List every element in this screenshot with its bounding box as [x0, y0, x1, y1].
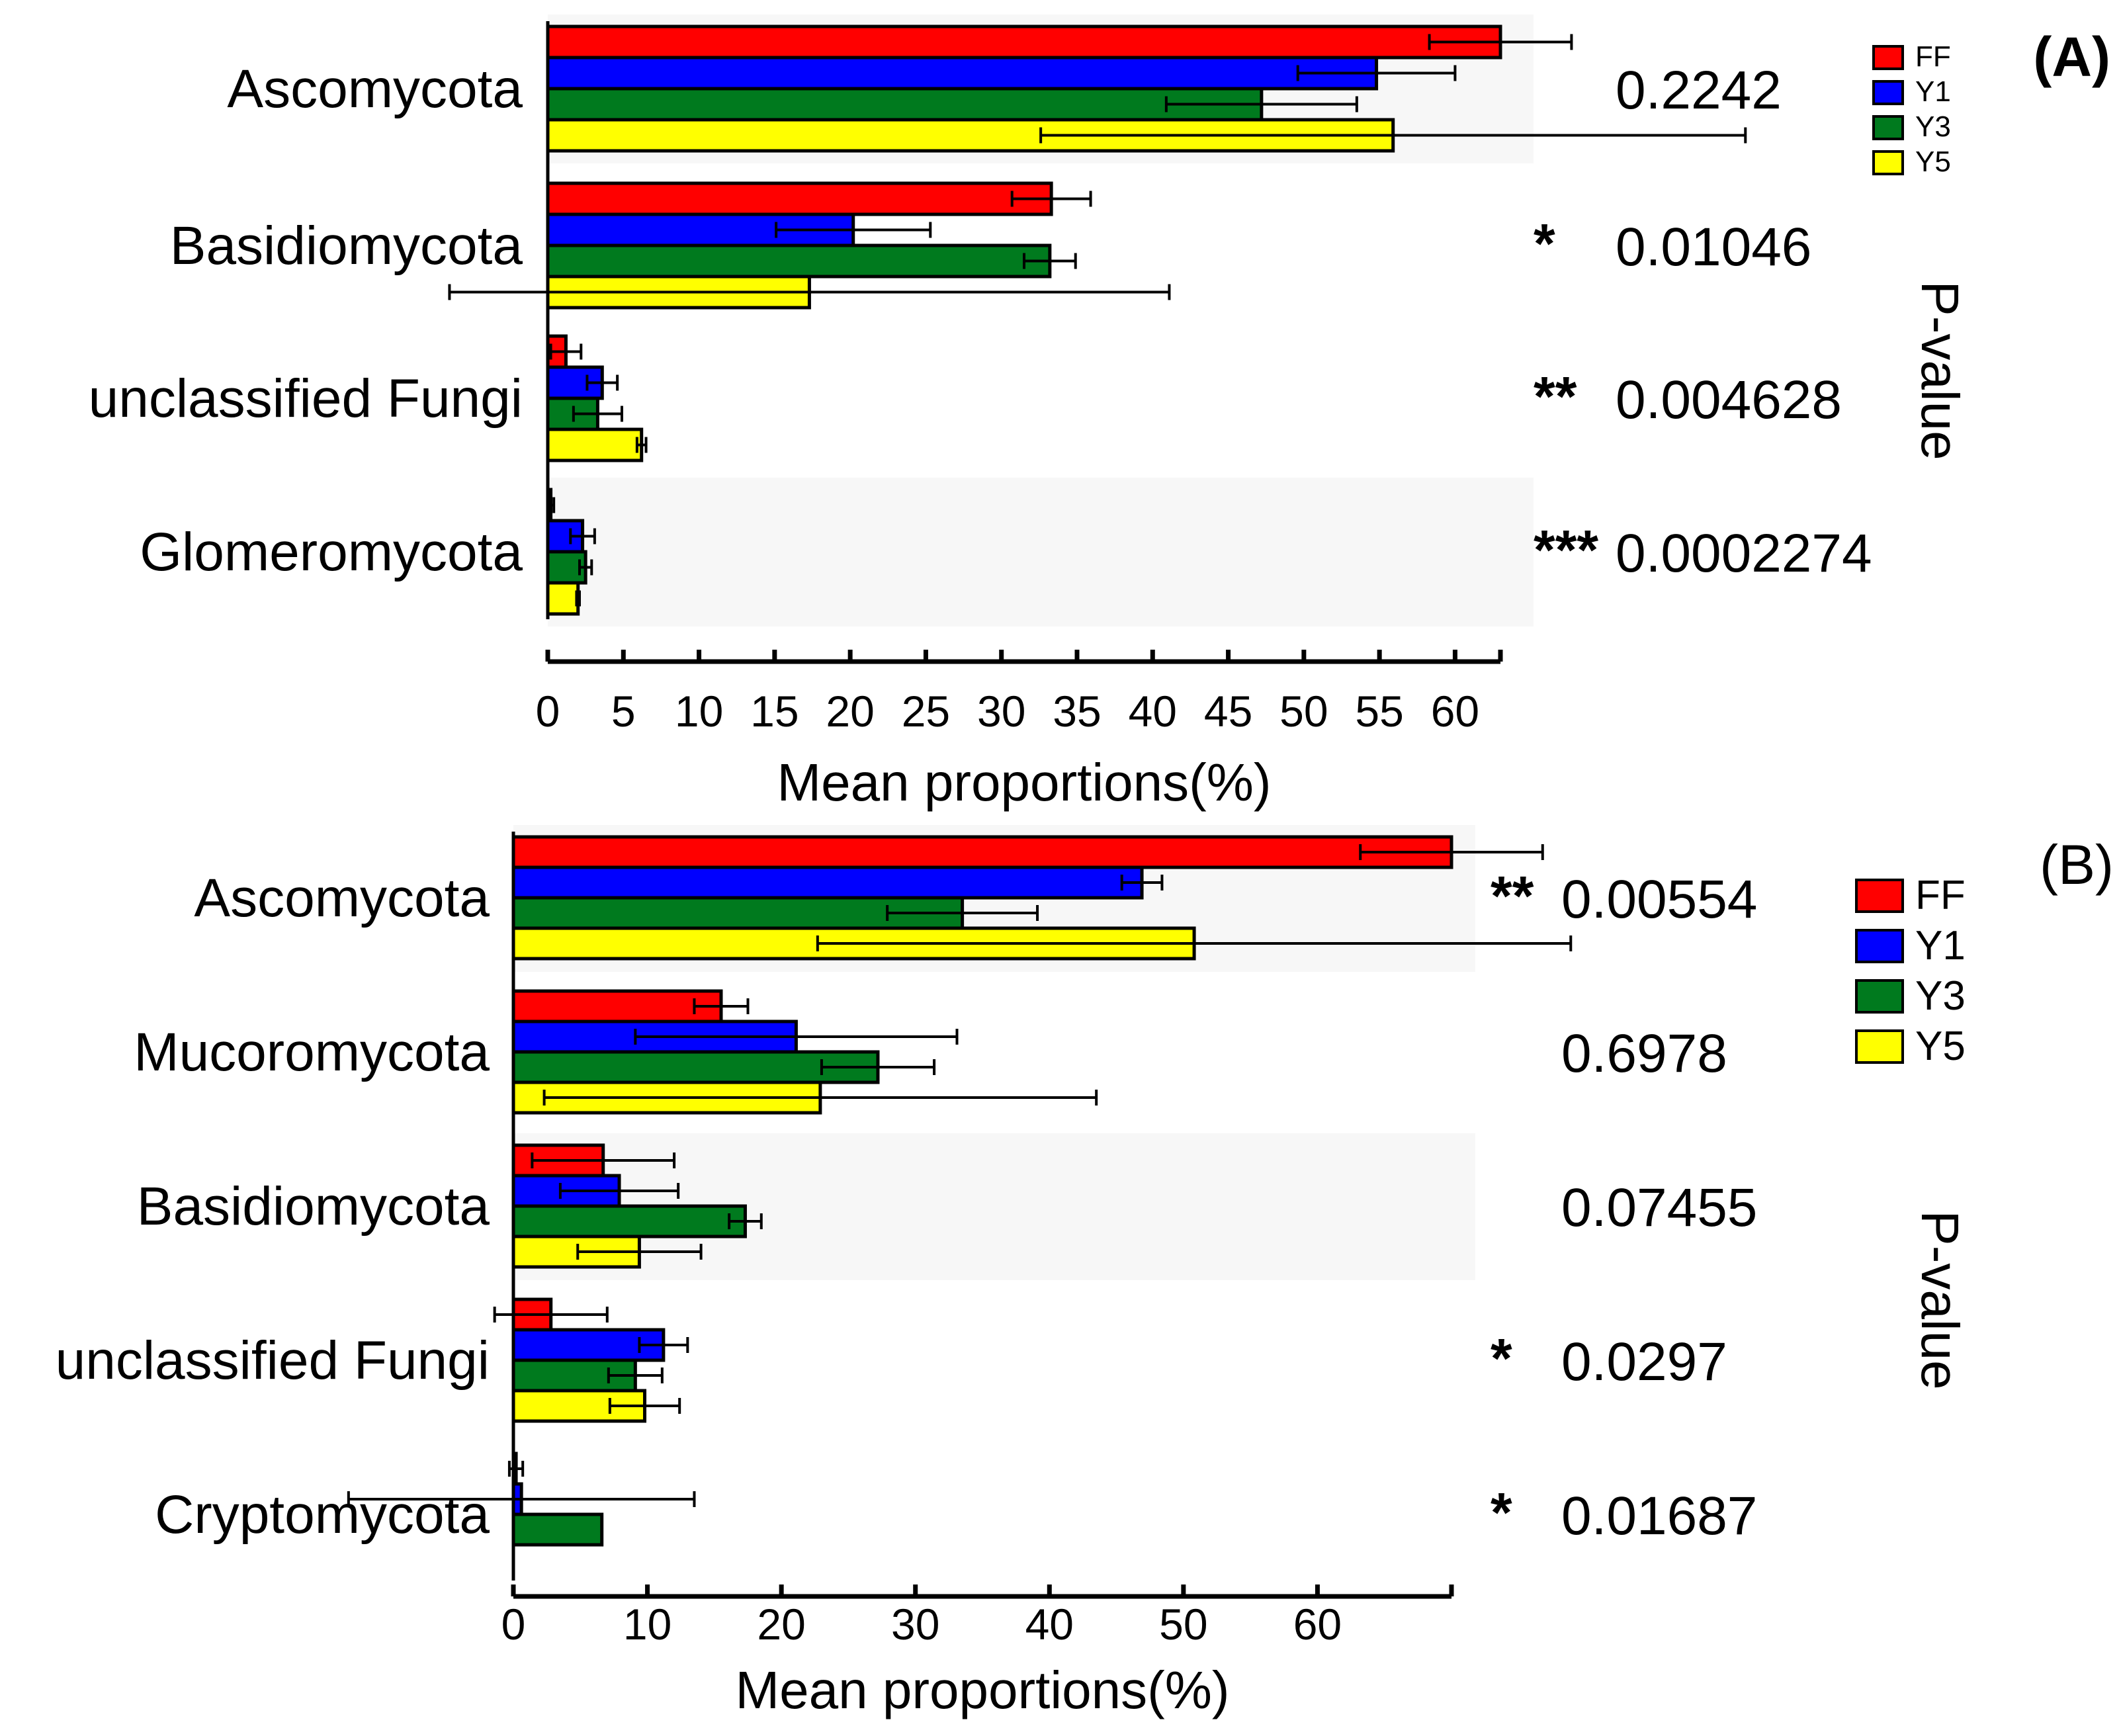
legend-swatch-y3 [1855, 979, 1904, 1014]
p-value-label: 0.2242 [1616, 60, 1782, 120]
p-value-label: 0.00554 [1561, 869, 1757, 930]
x-tick-label: 30 [977, 687, 1025, 736]
legend-swatch-y3 [1872, 115, 1904, 140]
significance-marker: * [1534, 212, 1555, 275]
p-value-label: 0.0002274 [1616, 523, 1872, 584]
bar-ff [511, 989, 723, 1023]
x-tick-label: 30 [891, 1600, 939, 1649]
x-tick-label: 10 [675, 687, 723, 736]
p-value-label: 0.01046 [1616, 217, 1811, 277]
x-tick-label: 60 [1293, 1600, 1342, 1649]
bar-ff [546, 24, 1502, 60]
significance-marker: * [1491, 1481, 1512, 1543]
legend-label: Y5 [1915, 1023, 1966, 1069]
p-value-label: 0.0297 [1561, 1332, 1727, 1392]
bar-y1 [546, 56, 1379, 91]
x-tick-label: 5 [611, 687, 636, 736]
bar-y5 [546, 427, 644, 462]
legend-swatch-y5 [1872, 150, 1904, 175]
legend-label: Y5 [1915, 146, 1951, 178]
significance-marker: *** [1534, 519, 1598, 581]
p-value-label: 0.6978 [1561, 1023, 1727, 1084]
x-tick-label: 20 [826, 687, 874, 736]
bar-y3 [511, 1512, 604, 1547]
x-tick-label: 20 [757, 1600, 805, 1649]
legend-swatch-y1 [1872, 80, 1904, 105]
category-label: unclassified Fungi [89, 369, 523, 429]
panel-label: (B) [2040, 834, 2114, 896]
category-label: Glomeromycota [140, 522, 523, 582]
x-tick-label: 10 [623, 1600, 671, 1649]
bar-y5 [546, 581, 580, 616]
category-label: Cryptomycota [155, 1485, 490, 1545]
p-value-label: 0.004628 [1616, 370, 1842, 430]
x-tick-label: 50 [1279, 687, 1328, 736]
x-tick-label: 0 [536, 687, 560, 736]
bar-ff [546, 181, 1053, 216]
category-label: unclassified Fungi [56, 1330, 490, 1391]
x-tick-label: 40 [1129, 687, 1177, 736]
significance-marker: ** [1491, 865, 1534, 927]
x-tick-label: 0 [501, 1600, 526, 1649]
legend-swatch-y5 [1855, 1029, 1904, 1064]
bar-y3 [546, 87, 1264, 122]
bar-y3 [546, 243, 1052, 279]
legend-swatch-ff [1855, 879, 1904, 913]
x-tick-label: 50 [1159, 1600, 1207, 1649]
shaded-band [548, 478, 1534, 627]
p-value-axis-label: P-value [1911, 1210, 1970, 1389]
legend-label: Y1 [1915, 75, 1951, 108]
bar-ff [511, 835, 1453, 869]
bar-y3 [511, 1204, 747, 1238]
x-tick-label: 40 [1025, 1600, 1074, 1649]
category-label: Basidiomycota [170, 216, 523, 276]
panel-a-chart: Ascomycota 0.2242 Basidiomycota * 0.01046 unc… [89, 15, 2110, 812]
bar-y1 [511, 865, 1144, 900]
x-tick-label: 55 [1355, 687, 1403, 736]
category-label: Mucoromycota [134, 1022, 490, 1082]
panel-label: (A) [2033, 26, 2110, 88]
legend-swatch-ff [1872, 45, 1904, 70]
category-label: Ascomycota [194, 868, 490, 928]
x-tick-label: 25 [902, 687, 950, 736]
p-value-label: 0.01687 [1561, 1486, 1757, 1546]
category-label: Basidiomycota [137, 1176, 490, 1237]
x-tick-label: 45 [1204, 687, 1252, 736]
x-axis-label: Mean proportions(%) [736, 1661, 1230, 1719]
legend-label: FF [1915, 873, 1966, 918]
x-tick-label: 15 [750, 687, 799, 736]
significance-marker: ** [1534, 365, 1577, 427]
x-axis-label: Mean proportions(%) [777, 753, 1272, 812]
category-label: Ascomycota [227, 59, 523, 119]
p-value-label: 0.07455 [1561, 1178, 1757, 1238]
legend-swatch-y1 [1855, 929, 1904, 963]
significance-marker: * [1491, 1327, 1512, 1389]
x-tick-label: 60 [1431, 687, 1479, 736]
legend-label: Y3 [1915, 973, 1966, 1019]
p-value-axis-label: P-value [1911, 281, 1970, 460]
x-tick-label: 35 [1053, 687, 1101, 736]
legend-label: Y1 [1915, 923, 1966, 969]
legend-label: FF [1915, 40, 1951, 73]
legend-label: Y3 [1915, 110, 1951, 143]
